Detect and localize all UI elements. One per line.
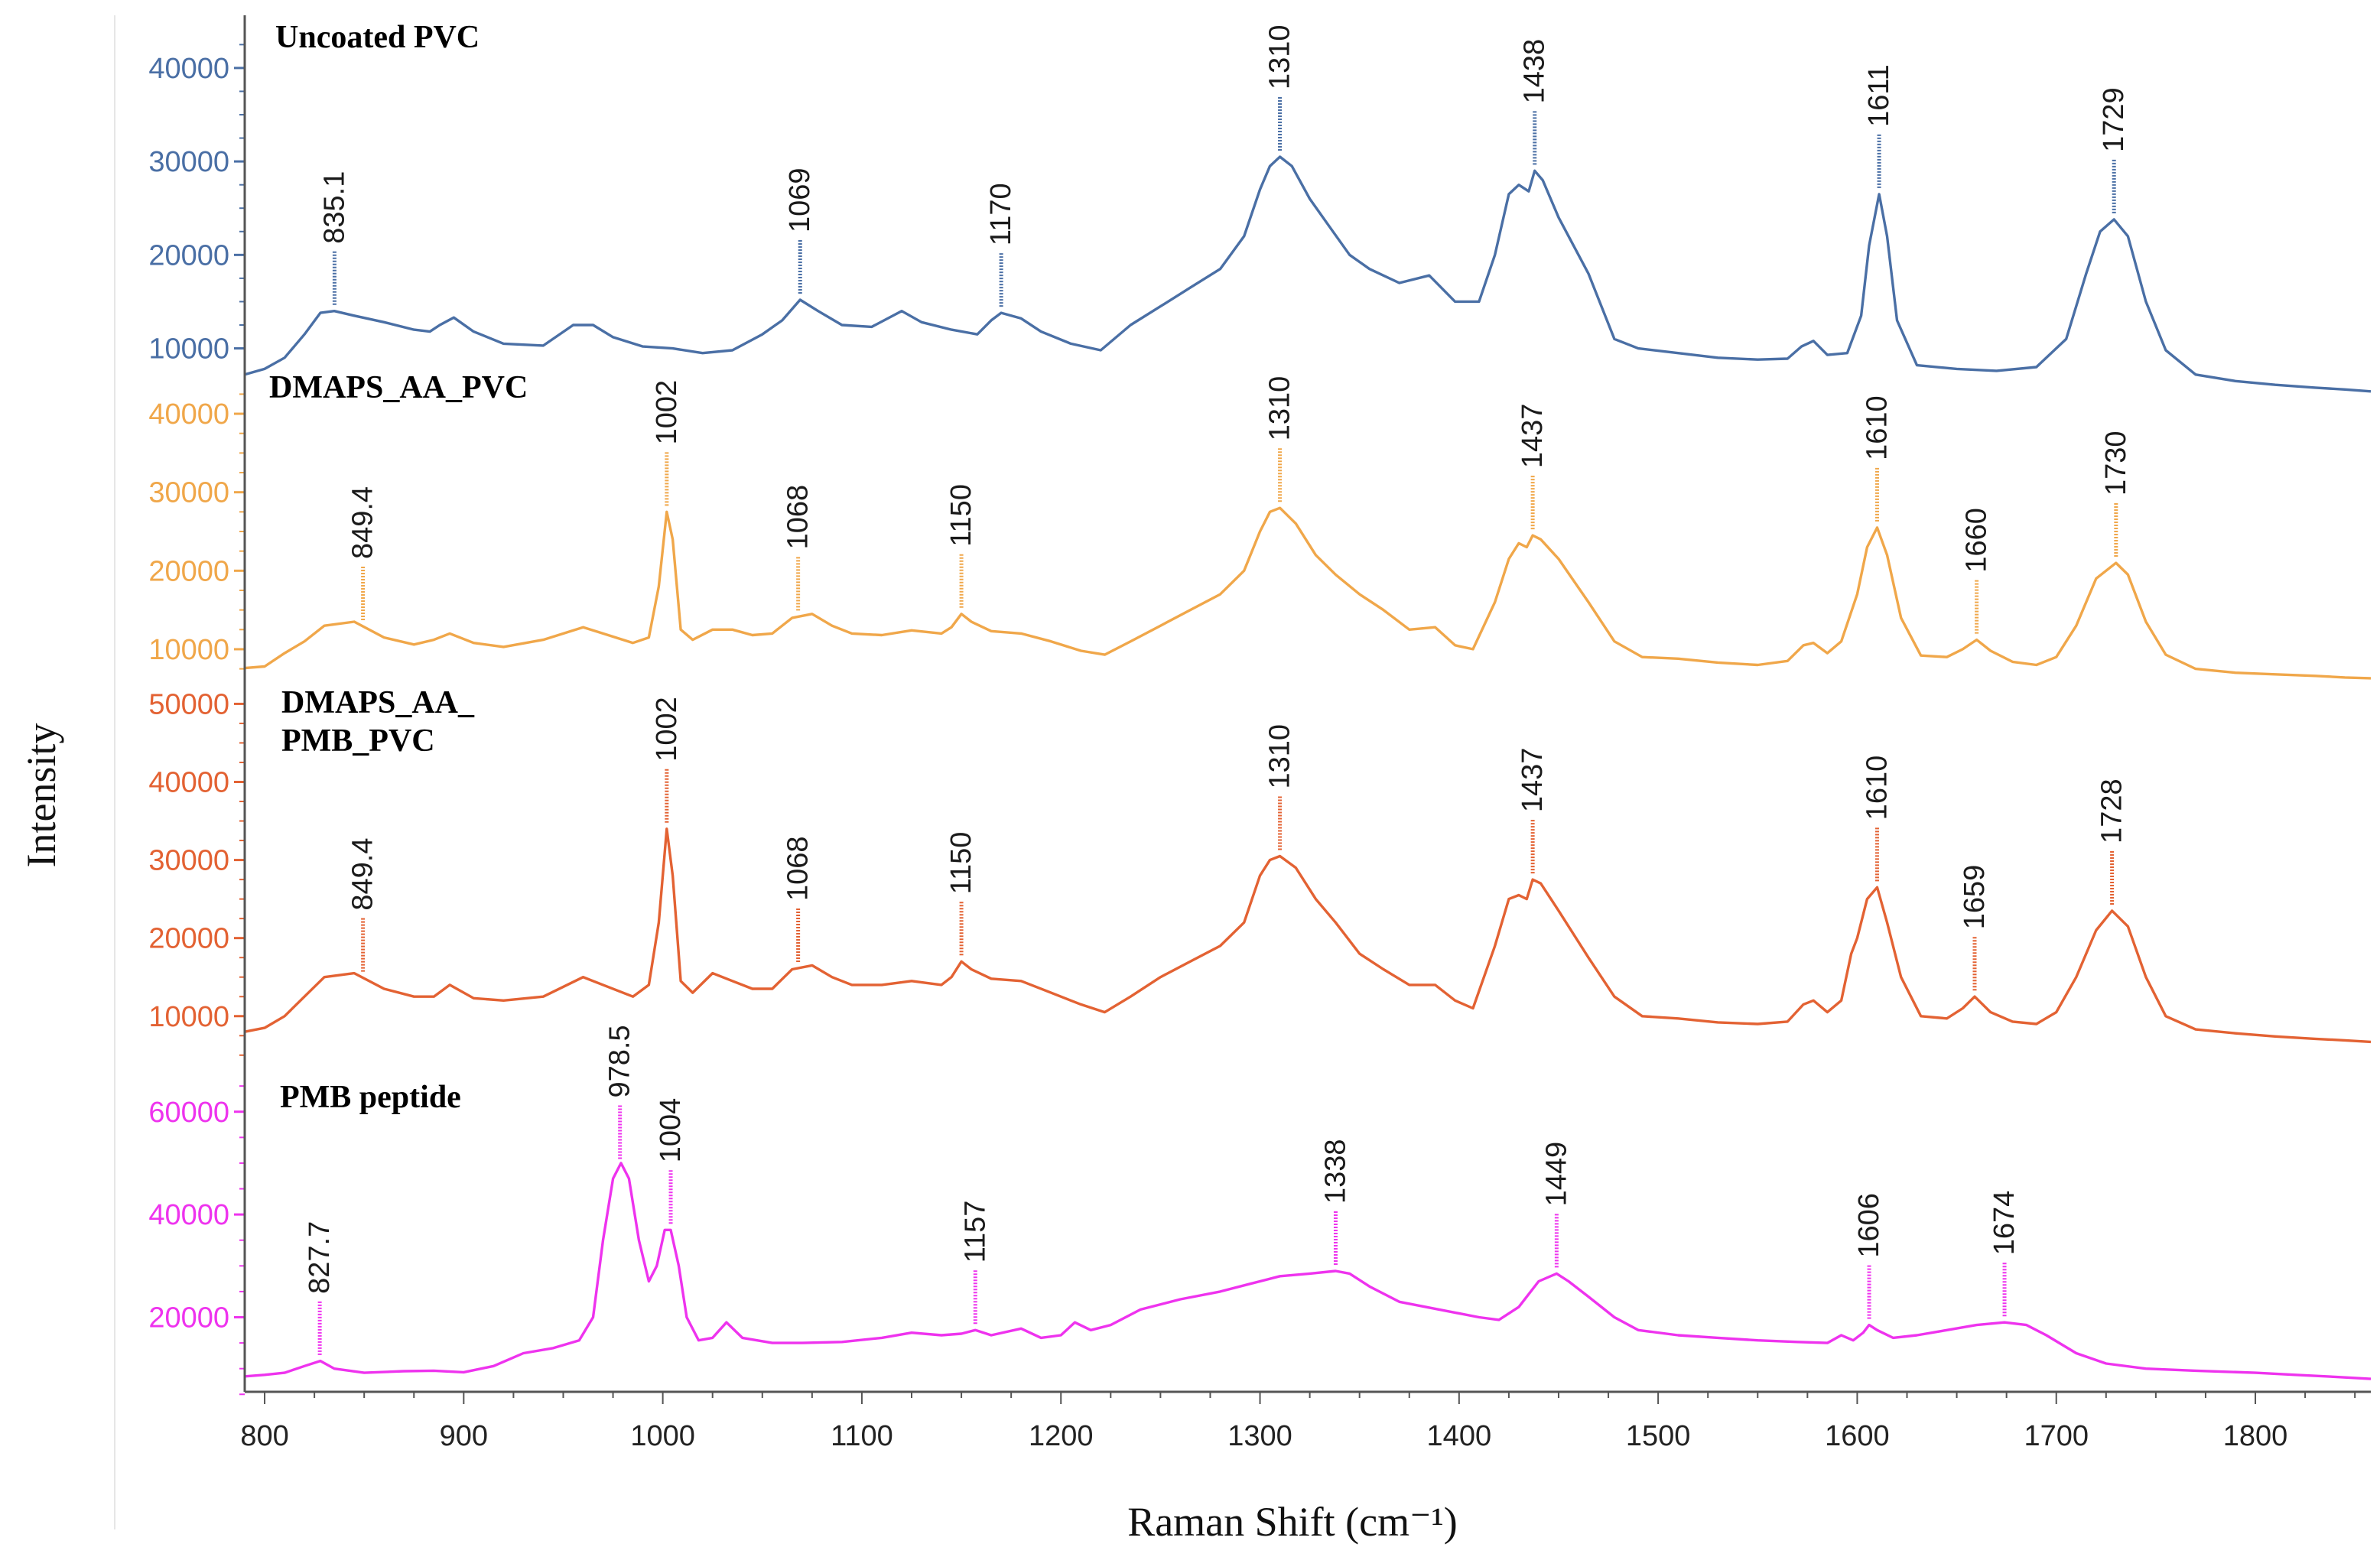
y-tick-label: 40000 (148, 398, 229, 431)
panel-title: PMB peptide (280, 1080, 461, 1115)
peak-label: 1437 (1517, 748, 1549, 813)
x-tick-label: 1400 (1427, 1420, 1492, 1452)
x-tick-label: 900 (440, 1420, 488, 1452)
x-tick-label: 1100 (831, 1420, 893, 1452)
peak-label: 1730 (2100, 431, 2132, 496)
peak-label: 1068 (782, 485, 814, 550)
y-tick-label: 40000 (148, 1199, 229, 1231)
peak-label: 1068 (782, 836, 814, 901)
peak-label: 1157 (959, 1201, 991, 1263)
peak-label: 1674 (1988, 1191, 2021, 1256)
peak-label: 1150 (945, 832, 977, 895)
y-tick-label: 30000 (148, 146, 229, 178)
y-tick-label: 40000 (148, 53, 229, 85)
x-tick-label: 1300 (1227, 1420, 1292, 1452)
peak-label: 1338 (1319, 1139, 1351, 1204)
spectrum-line (244, 155, 2372, 393)
peak-label: 1004 (655, 1098, 687, 1163)
x-tick-label: 1700 (2024, 1420, 2089, 1452)
panels-layer: 10000 20000 30000 40000 835.1 1069 1170 1310 143… (148, 20, 2372, 1396)
y-tick-label: 20000 (148, 239, 229, 271)
peak-label: 1002 (651, 380, 683, 445)
panel-title: DMAPS_AA_ PMB_PVC (281, 685, 475, 759)
y-tick-label: 10000 (148, 333, 229, 366)
x-axis-title: Raman Shift (cm⁻¹) (1127, 1499, 1458, 1545)
x-tick-label: 1200 (1029, 1420, 1094, 1452)
peak-label: 1606 (1853, 1193, 1885, 1258)
peak-label: 1659 (1959, 865, 1991, 930)
y-axis-title: Intensity (18, 723, 64, 868)
peak-label: 1728 (2096, 778, 2128, 844)
y-tick-label: 60000 (148, 1097, 229, 1129)
peak-label: 1438 (1519, 39, 1551, 104)
peak-label: 1729 (2098, 87, 2130, 152)
panel-2: 10000 20000 30000 40000 50000 849.4 1002 1068 11… (148, 685, 2372, 1056)
peak-label: 849.4 (347, 837, 379, 910)
panel-title-line: PMB_PVC (281, 723, 435, 759)
peak-label: 849.4 (347, 486, 379, 559)
peak-label: 1002 (651, 697, 683, 762)
y-tick-label: 10000 (148, 634, 229, 666)
peak-label: 1611 (1863, 64, 1895, 127)
panel-title: Uncoated PVC (275, 20, 480, 55)
peak-label: 827.7 (304, 1221, 336, 1294)
peak-label: 1310 (1264, 376, 1296, 441)
peak-label: 1437 (1517, 404, 1549, 469)
y-tick-label: 50000 (148, 688, 229, 720)
x-tick-label: 1500 (1626, 1420, 1691, 1452)
x-tick-label: 1800 (2223, 1420, 2288, 1452)
y-tick-label: 40000 (148, 767, 229, 799)
x-axis: 800 900 1000 1100 1200 1300 1400 1500 1600 1700 18… (114, 15, 2371, 1529)
peak-label: 1610 (1861, 395, 1893, 460)
y-tick-label: 20000 (148, 1302, 229, 1334)
panel-title-line: Uncoated PVC (275, 20, 480, 55)
peak-label: 1150 (945, 484, 977, 547)
peak-label: 1069 (784, 167, 816, 232)
y-tick-label: 30000 (148, 477, 229, 509)
peak-label: 1660 (1961, 508, 1993, 573)
spectrum-line (244, 1162, 2372, 1380)
panel-title: DMAPS_AA_PVC (269, 370, 528, 405)
peak-label: 1449 (1540, 1142, 1572, 1207)
panel-0: 10000 20000 30000 40000 835.1 1069 1170 1310 143… (148, 20, 2372, 393)
peak-label: 835.1 (318, 171, 350, 244)
x-tick-label: 1000 (630, 1420, 695, 1452)
x-tick-label: 1600 (1825, 1420, 1890, 1452)
panel-title-line: DMAPS_AA_PVC (269, 370, 528, 405)
panel-title-line: PMB peptide (280, 1080, 461, 1115)
panel-1: 10000 20000 30000 40000 849.4 1002 1068 1150 131… (148, 370, 2372, 680)
peak-label: 1170 (985, 183, 1017, 245)
y-tick-label: 10000 (148, 1001, 229, 1033)
y-tick-label: 20000 (148, 555, 229, 587)
spectrum-line (244, 827, 2372, 1044)
peak-label: 1310 (1264, 24, 1296, 89)
x-tick-label: 800 (240, 1420, 288, 1452)
peak-label: 1610 (1861, 756, 1893, 821)
panel-title-line: DMAPS_AA_ (281, 685, 475, 720)
peak-label: 978.5 (604, 1025, 636, 1097)
y-tick-label: 30000 (148, 845, 229, 877)
peak-label: 1310 (1264, 724, 1296, 789)
spectrum-line (244, 506, 2372, 680)
panel-3: 20000 40000 60000 827.7 978.5 1004 1157 1338 144… (148, 1025, 2372, 1396)
y-tick-label: 20000 (148, 923, 229, 955)
